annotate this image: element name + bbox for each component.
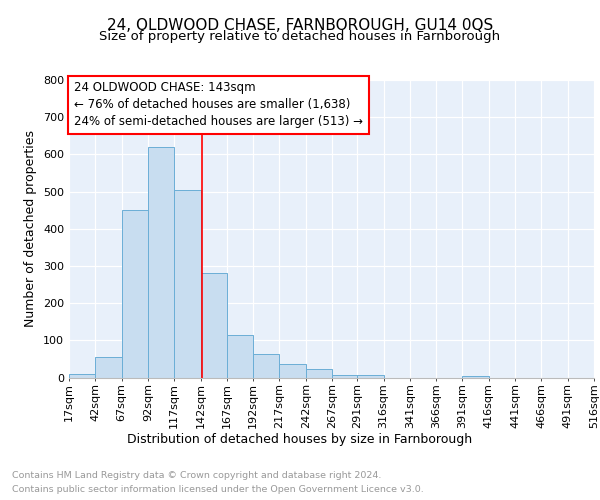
Bar	[148, 147, 174, 378]
Bar	[122, 210, 148, 378]
Text: 24 OLDWOOD CHASE: 143sqm
← 76% of detached houses are smaller (1,638)
24% of sem: 24 OLDWOOD CHASE: 143sqm ← 76% of detach…	[74, 82, 363, 128]
Bar	[306, 370, 332, 378]
Bar	[227, 334, 253, 378]
Bar	[69, 374, 95, 378]
Bar	[463, 376, 489, 378]
Text: Size of property relative to detached houses in Farnborough: Size of property relative to detached ho…	[100, 30, 500, 43]
Bar	[200, 274, 227, 378]
Bar	[174, 190, 200, 378]
Text: Contains public sector information licensed under the Open Government Licence v3: Contains public sector information licen…	[12, 485, 424, 494]
Text: Contains HM Land Registry data © Crown copyright and database right 2024.: Contains HM Land Registry data © Crown c…	[12, 471, 382, 480]
Bar	[357, 374, 383, 378]
Bar	[253, 354, 280, 378]
Text: 24, OLDWOOD CHASE, FARNBOROUGH, GU14 0QS: 24, OLDWOOD CHASE, FARNBOROUGH, GU14 0QS	[107, 18, 493, 32]
Text: Distribution of detached houses by size in Farnborough: Distribution of detached houses by size …	[127, 432, 473, 446]
Bar	[332, 374, 358, 378]
Bar	[95, 357, 122, 378]
Y-axis label: Number of detached properties: Number of detached properties	[25, 130, 37, 327]
Bar	[280, 364, 306, 378]
